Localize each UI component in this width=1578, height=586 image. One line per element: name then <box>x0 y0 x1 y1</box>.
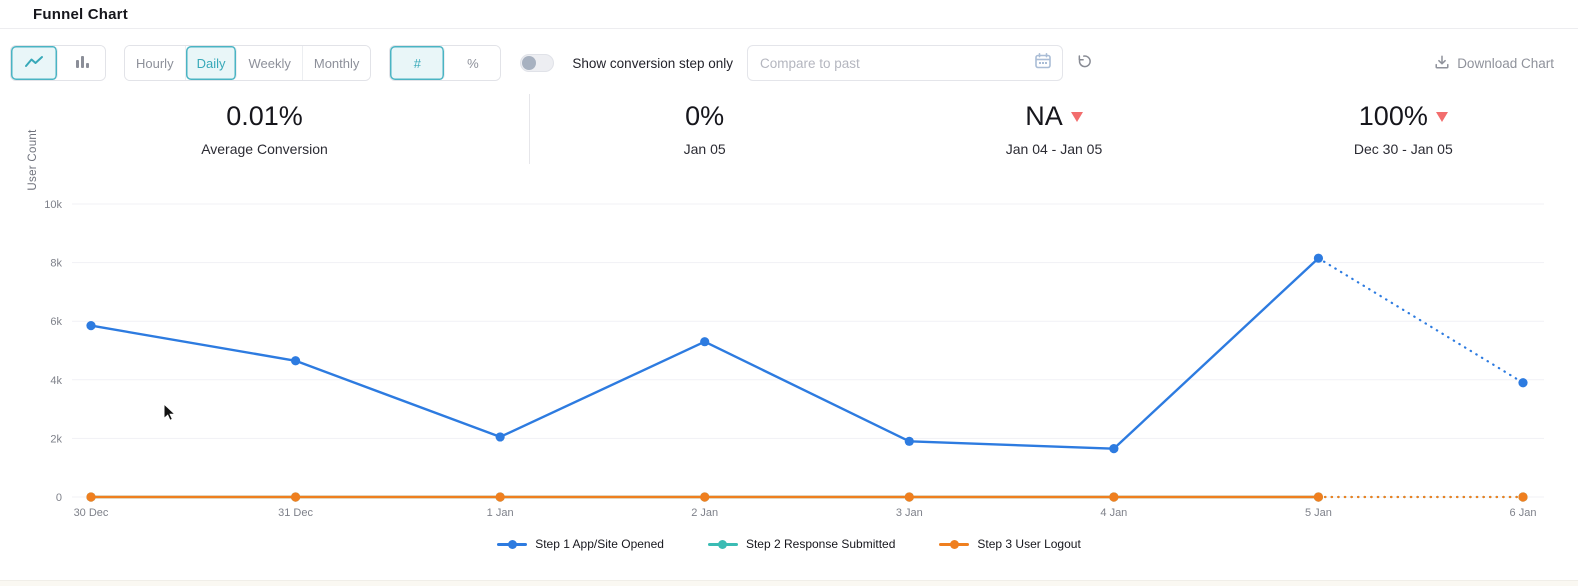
compare-to-past-input[interactable] <box>760 55 1034 71</box>
svg-text:5 Jan: 5 Jan <box>1305 507 1332 519</box>
svg-text:1 Jan: 1 Jan <box>487 507 514 519</box>
legend-item[interactable]: Step 1 App/Site Opened <box>497 537 664 551</box>
y-axis-title: User Count <box>27 129 39 191</box>
legend-marker <box>707 539 738 549</box>
line-chart-icon <box>24 55 44 72</box>
legend-item[interactable]: Step 2 Response Submitted <box>707 537 896 551</box>
reset-icon <box>1075 53 1092 73</box>
chart-region: 0 2k 4k 6k 8k 10k 30 Dec 31 Dec 1 Jan 2 Jan 3 Jan 4… <box>0 190 1578 520</box>
legend-marker <box>497 539 528 549</box>
bar-chart-icon <box>74 55 90 72</box>
download-chart-button[interactable]: Download Chart <box>1434 54 1554 73</box>
granularity-switcher: Hourly Daily Weekly Monthly <box>124 45 372 81</box>
svg-text:30 Dec: 30 Dec <box>74 507 109 519</box>
stat-value: 100% <box>1358 101 1428 131</box>
svg-text:8k: 8k <box>50 258 62 270</box>
line-chart-type-button[interactable] <box>11 46 58 80</box>
svg-text:10k: 10k <box>44 199 62 211</box>
percent-mode-button[interactable]: % <box>445 46 501 80</box>
calendar-icon[interactable] <box>1034 52 1052 75</box>
bottom-strip <box>0 580 1578 586</box>
svg-text:0: 0 <box>56 492 62 504</box>
reset-button[interactable] <box>1075 53 1092 73</box>
granularity-monthly-button[interactable]: Monthly <box>302 46 371 80</box>
svg-text:2k: 2k <box>50 433 62 445</box>
chart-legend: Step 1 App/Site Opened Step 2 Response Su… <box>0 537 1578 551</box>
page-title: Funnel Chart <box>33 5 128 23</box>
granularity-weekly-button[interactable]: Weekly <box>237 46 303 80</box>
header-divider <box>0 28 1578 29</box>
stat-value: NA <box>1025 101 1063 131</box>
svg-text:31 Dec: 31 Dec <box>278 507 313 519</box>
stat-week-over-week: 100% Dec 30 - Jan 05 <box>1229 94 1578 164</box>
compare-to-past-field <box>747 45 1063 81</box>
legend-marker <box>939 539 970 549</box>
svg-text:2 Jan: 2 Jan <box>691 507 718 519</box>
toolbar: Hourly Daily Weekly Monthly # % Show con… <box>10 45 1554 81</box>
bar-chart-type-button[interactable] <box>58 46 105 80</box>
show-conversion-step-toggle[interactable] <box>520 54 555 72</box>
toggle-knob <box>522 56 537 70</box>
chart-type-switcher <box>10 45 106 81</box>
svg-text:6 Jan: 6 Jan <box>1510 507 1537 519</box>
stat-label: Dec 30 - Jan 05 <box>1353 141 1453 157</box>
legend-item[interactable]: Step 3 User Logout <box>939 537 1081 551</box>
stat-label: Jan 04 - Jan 05 <box>1005 141 1103 157</box>
funnel-line-chart[interactable]: 0 2k 4k 6k 8k 10k 30 Dec 31 Dec 1 Jan 2 Jan 3 Jan 4… <box>0 190 1578 520</box>
stat-value: 0.01% <box>226 101 303 131</box>
download-chart-label: Download Chart <box>1457 55 1554 71</box>
value-mode-switcher: # % <box>389 45 502 81</box>
legend-label: Step 2 Response Submitted <box>745 537 896 551</box>
legend-label: Step 3 User Logout <box>977 537 1081 551</box>
svg-text:6k: 6k <box>50 316 62 328</box>
trend-down-icon <box>1435 111 1448 122</box>
stats-row: 0.01% Average Conversion 0% Jan 05 NA Ja… <box>0 94 1578 164</box>
svg-text:3 Jan: 3 Jan <box>896 507 923 519</box>
svg-text:4 Jan: 4 Jan <box>1100 507 1127 519</box>
granularity-daily-button[interactable]: Daily <box>185 46 238 80</box>
svg-text:4k: 4k <box>50 375 62 387</box>
stat-day-over-day: NA Jan 04 - Jan 05 <box>879 94 1228 164</box>
stat-average-conversion: 0.01% Average Conversion <box>0 94 530 164</box>
header: Funnel Chart <box>0 0 1578 28</box>
count-mode-button[interactable]: # <box>390 46 446 80</box>
stat-current-period: 0% Jan 05 <box>530 94 879 164</box>
granularity-hourly-button[interactable]: Hourly <box>125 46 186 80</box>
show-conversion-step-label: Show conversion step only <box>572 55 733 71</box>
download-icon <box>1434 54 1450 73</box>
legend-label: Step 1 App/Site Opened <box>535 537 664 551</box>
stat-value: 0% <box>685 101 725 131</box>
trend-down-icon <box>1070 111 1083 122</box>
stat-label: Jan 05 <box>683 141 726 157</box>
stat-label: Average Conversion <box>201 141 328 157</box>
